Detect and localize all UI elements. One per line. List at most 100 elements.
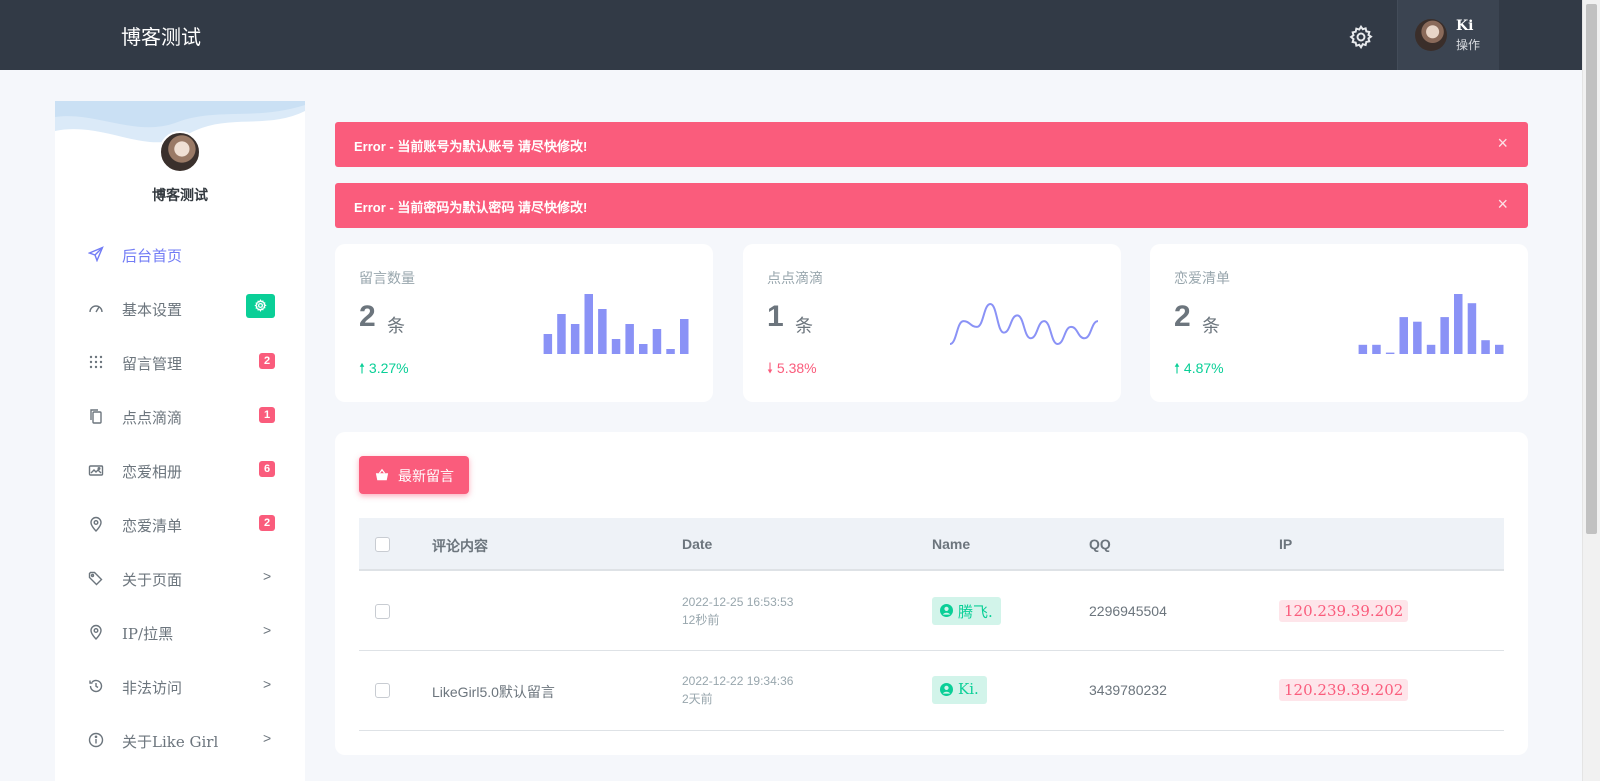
comment-ago: 2天前 [682, 692, 713, 706]
user-role: 操作 [1456, 38, 1481, 52]
arrow-up-icon: 🠕 [1174, 360, 1181, 376]
spark-bar [625, 324, 634, 354]
stat-change-value: 5.38% [776, 360, 817, 376]
sidebar-item-moments[interactable]: 点点滴滴 1 [55, 393, 305, 439]
spark-bar [1413, 321, 1422, 354]
sidebar-item-ip-block[interactable]: IP/拉黑 > [55, 609, 305, 655]
settings-gear-icon[interactable] [1348, 24, 1374, 50]
count-badge: 2 [259, 353, 275, 369]
alert-text: Error - 当前账号为默认账号 请尽快修改! [354, 139, 588, 154]
column-header[interactable]: IP [1279, 536, 1293, 552]
table-header: 评论内容 Date Name QQ IP [359, 518, 1504, 571]
info-icon [88, 732, 104, 748]
history-icon [88, 678, 104, 694]
spark-bar [680, 319, 689, 354]
sidebar-item-label: 关于页面 [122, 571, 183, 589]
ip-badge: 120.239.39.202 [1279, 679, 1409, 701]
grid-dots-icon [88, 354, 104, 370]
comment-date: 2022-12-25 16:53:53 [682, 595, 794, 609]
sidebar-item-settings[interactable]: 基本设置 [55, 285, 305, 331]
user-menu[interactable]: Ki 操作 [1397, 0, 1499, 70]
chevron-right-icon: > [263, 622, 272, 638]
stat-value: 2 [359, 300, 376, 333]
stat-unit: 条 [795, 316, 813, 337]
sparkline-chart [949, 302, 1099, 346]
count-badge: 6 [259, 461, 275, 477]
row-checkbox[interactable] [375, 604, 390, 619]
button-label: 最新留言 [398, 468, 454, 484]
alert-default-password: Error - 当前密码为默认密码 请尽快修改! × [335, 183, 1528, 228]
alert-default-account: Error - 当前账号为默认账号 请尽快修改! × [335, 122, 1528, 167]
stat-title: 恋爱清单 [1174, 271, 1230, 287]
close-icon[interactable]: × [1497, 133, 1508, 153]
map-pin-icon [88, 516, 104, 532]
ip-badge: 120.239.39.202 [1279, 600, 1409, 622]
send-icon [88, 246, 104, 262]
stat-value: 1 [767, 300, 784, 333]
column-header[interactable]: Name [932, 536, 971, 552]
comment-content: LikeGirl5.0默认留言 [432, 684, 555, 700]
commenter-name: Ki. [958, 680, 979, 698]
column-header[interactable]: 评论内容 [432, 538, 488, 554]
sparkline-chart [543, 294, 689, 354]
sidebar-item-label: 恋爱清单 [122, 517, 183, 535]
commenter-qq: 3439780232 [1089, 682, 1167, 698]
profile-avatar[interactable] [159, 131, 201, 173]
spark-bar [584, 294, 593, 354]
page-scrollbar[interactable] [1582, 0, 1600, 781]
arrow-up-icon: 🠕 [359, 360, 366, 376]
arrow-down-icon: 🠗 [767, 360, 774, 376]
sidebar-item-label: IP/拉黑 [122, 625, 174, 643]
sidebar-item-love-list[interactable]: 恋爱清单 2 [55, 501, 305, 547]
stat-change: 🠗 5.38% [767, 358, 817, 382]
commenter-qq: 2296945504 [1089, 603, 1167, 619]
user-circle-icon [940, 604, 953, 617]
sidebar-item-about-likegirl[interactable]: 关于Like Girl > [55, 717, 305, 763]
select-all-checkbox[interactable] [375, 537, 390, 552]
brand-title[interactable]: 博客测试 [121, 25, 201, 49]
column-header[interactable]: Date [682, 536, 713, 552]
basket-icon [375, 468, 389, 481]
column-header[interactable]: QQ [1089, 536, 1111, 552]
sparkline-chart [1358, 294, 1504, 354]
stat-title: 留言数量 [359, 271, 415, 287]
gear-icon [246, 294, 275, 318]
spark-bar [1454, 294, 1463, 354]
comment-ago: 12秒前 [682, 613, 720, 627]
stat-card-love-list: 恋爱清单 2 条 🠕 4.87% [1150, 244, 1528, 402]
table-row[interactable]: 2022-12-25 16:53:53 12秒前 腾飞. 2296945504 … [359, 571, 1504, 651]
spark-bar [639, 344, 648, 354]
comment-date: 2022-12-22 19:34:36 [682, 674, 794, 688]
profile-name: 博客测试 [152, 187, 208, 203]
stat-card-messages: 留言数量 2 条 🠕 3.27% [335, 244, 713, 402]
user-avatar [1415, 19, 1447, 51]
spark-bar [611, 339, 621, 354]
sidebar-item-album[interactable]: 恋爱相册 6 [55, 447, 305, 493]
speedometer-icon [88, 300, 104, 316]
sidebar-item-messages[interactable]: 留言管理 2 [55, 339, 305, 385]
spark-bar [1495, 344, 1504, 354]
sidebar-wave-decoration [55, 101, 305, 143]
stat-change: 🠕 3.27% [359, 358, 409, 382]
row-checkbox[interactable] [375, 683, 390, 698]
count-badge: 2 [259, 515, 275, 531]
sidebar-item-home[interactable]: 后台首页 [55, 231, 305, 277]
chevron-right-icon: > [263, 676, 272, 692]
sidebar-item-illegal-access[interactable]: 非法访问 > [55, 663, 305, 709]
table-row[interactable]: LikeGirl5.0默认留言 2022-12-22 19:34:36 2天前 … [359, 651, 1504, 731]
spark-bar [557, 314, 566, 354]
spark-bar [598, 309, 607, 354]
close-icon[interactable]: × [1497, 194, 1508, 214]
album-icon [88, 462, 104, 478]
scrollbar-thumb[interactable] [1586, 4, 1597, 534]
stat-change-value: 4.87% [1183, 360, 1224, 376]
spark-bar [1358, 344, 1368, 354]
latest-messages-button[interactable]: 最新留言 [359, 456, 469, 494]
sidebar-item-label: 点点滴滴 [122, 409, 183, 427]
sidebar-item-label: 关于Like Girl [122, 733, 219, 751]
count-badge: 1 [259, 407, 275, 423]
stat-change: 🠕 4.87% [1174, 358, 1224, 382]
sidebar: 博客测试 后台首页 基本设置 留言管理 2 点点滴滴 1 恋爱相册 6 [55, 101, 305, 781]
chevron-right-icon: > [263, 730, 272, 746]
sidebar-item-about-page[interactable]: 关于页面 > [55, 555, 305, 601]
